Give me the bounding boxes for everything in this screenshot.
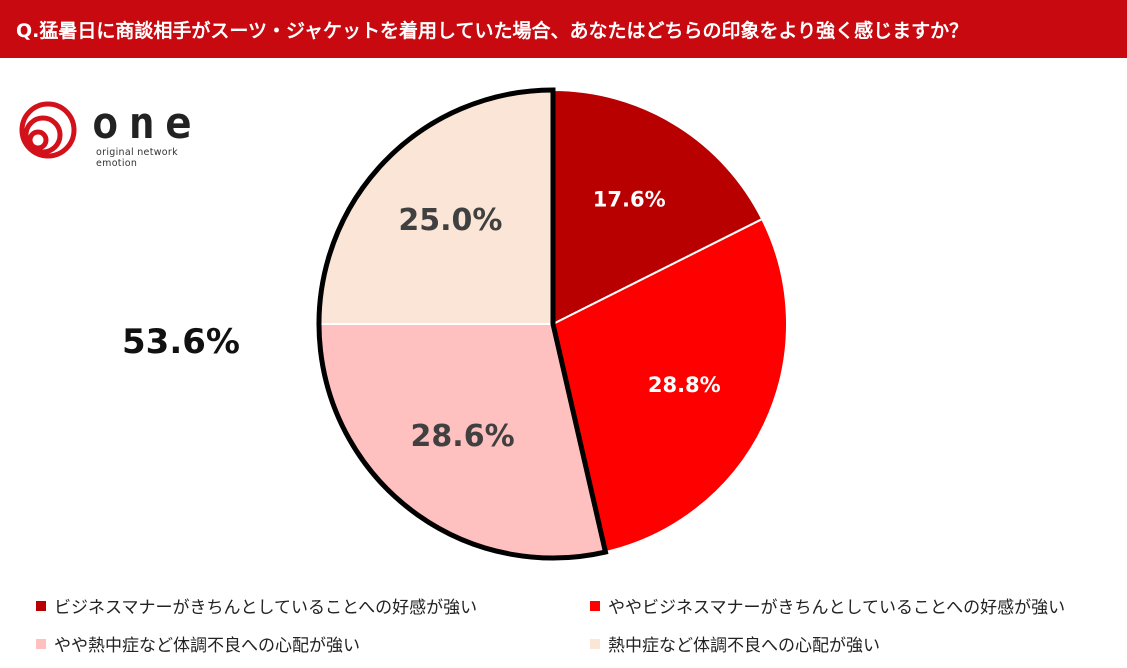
logo-wordmark: one — [92, 98, 202, 149]
chart-title-bar: Q.猛暑日に商談相手がスーツ・ジャケットを着用していた場合、あなたはどちらの印象… — [0, 0, 1127, 58]
legend-label: ややビジネスマナーがきちんとしていることへの好感が強い — [608, 598, 1066, 618]
legend-swatch — [590, 638, 600, 649]
slice-data-label: 28.6% — [411, 419, 515, 454]
legend-item: ややビジネスマナーがきちんとしていることへの好感が強い — [590, 593, 1065, 618]
one-logo: one original network emotion — [18, 98, 218, 169]
legend-item: やや熱中症など体調不良への心配が強い — [36, 631, 360, 656]
slice-data-label: 17.6% — [593, 188, 666, 212]
chart-title: Q.猛暑日に商談相手がスーツ・ジャケットを着用していた場合、あなたはどちらの印象… — [16, 19, 969, 42]
slice-data-label: 25.0% — [398, 203, 502, 238]
legend-label: ビジネスマナーがきちんとしていることへの好感が強い — [54, 598, 478, 618]
logo-tagline: original network emotion — [96, 147, 178, 169]
legend-swatch — [36, 638, 46, 649]
legend-item: ビジネスマナーがきちんとしていることへの好感が強い — [36, 593, 477, 618]
pie-slice-2 — [551, 217, 788, 554]
one-logo-icon — [19, 101, 77, 159]
legend-label: やや熱中症など体調不良への心配が強い — [54, 636, 360, 656]
legend-swatch — [590, 600, 600, 611]
slice-data-label: 28.8% — [648, 373, 721, 397]
combined-total-label: 53.6% — [122, 322, 240, 362]
pie-slice-1 — [552, 88, 764, 326]
legend-swatch — [36, 600, 46, 611]
combined-slices-outline — [316, 87, 609, 561]
legend-item: 熱中症など体調不良への心配が強い — [590, 631, 880, 656]
legend-label: 熱中症など体調不良への心配が強い — [608, 636, 880, 656]
